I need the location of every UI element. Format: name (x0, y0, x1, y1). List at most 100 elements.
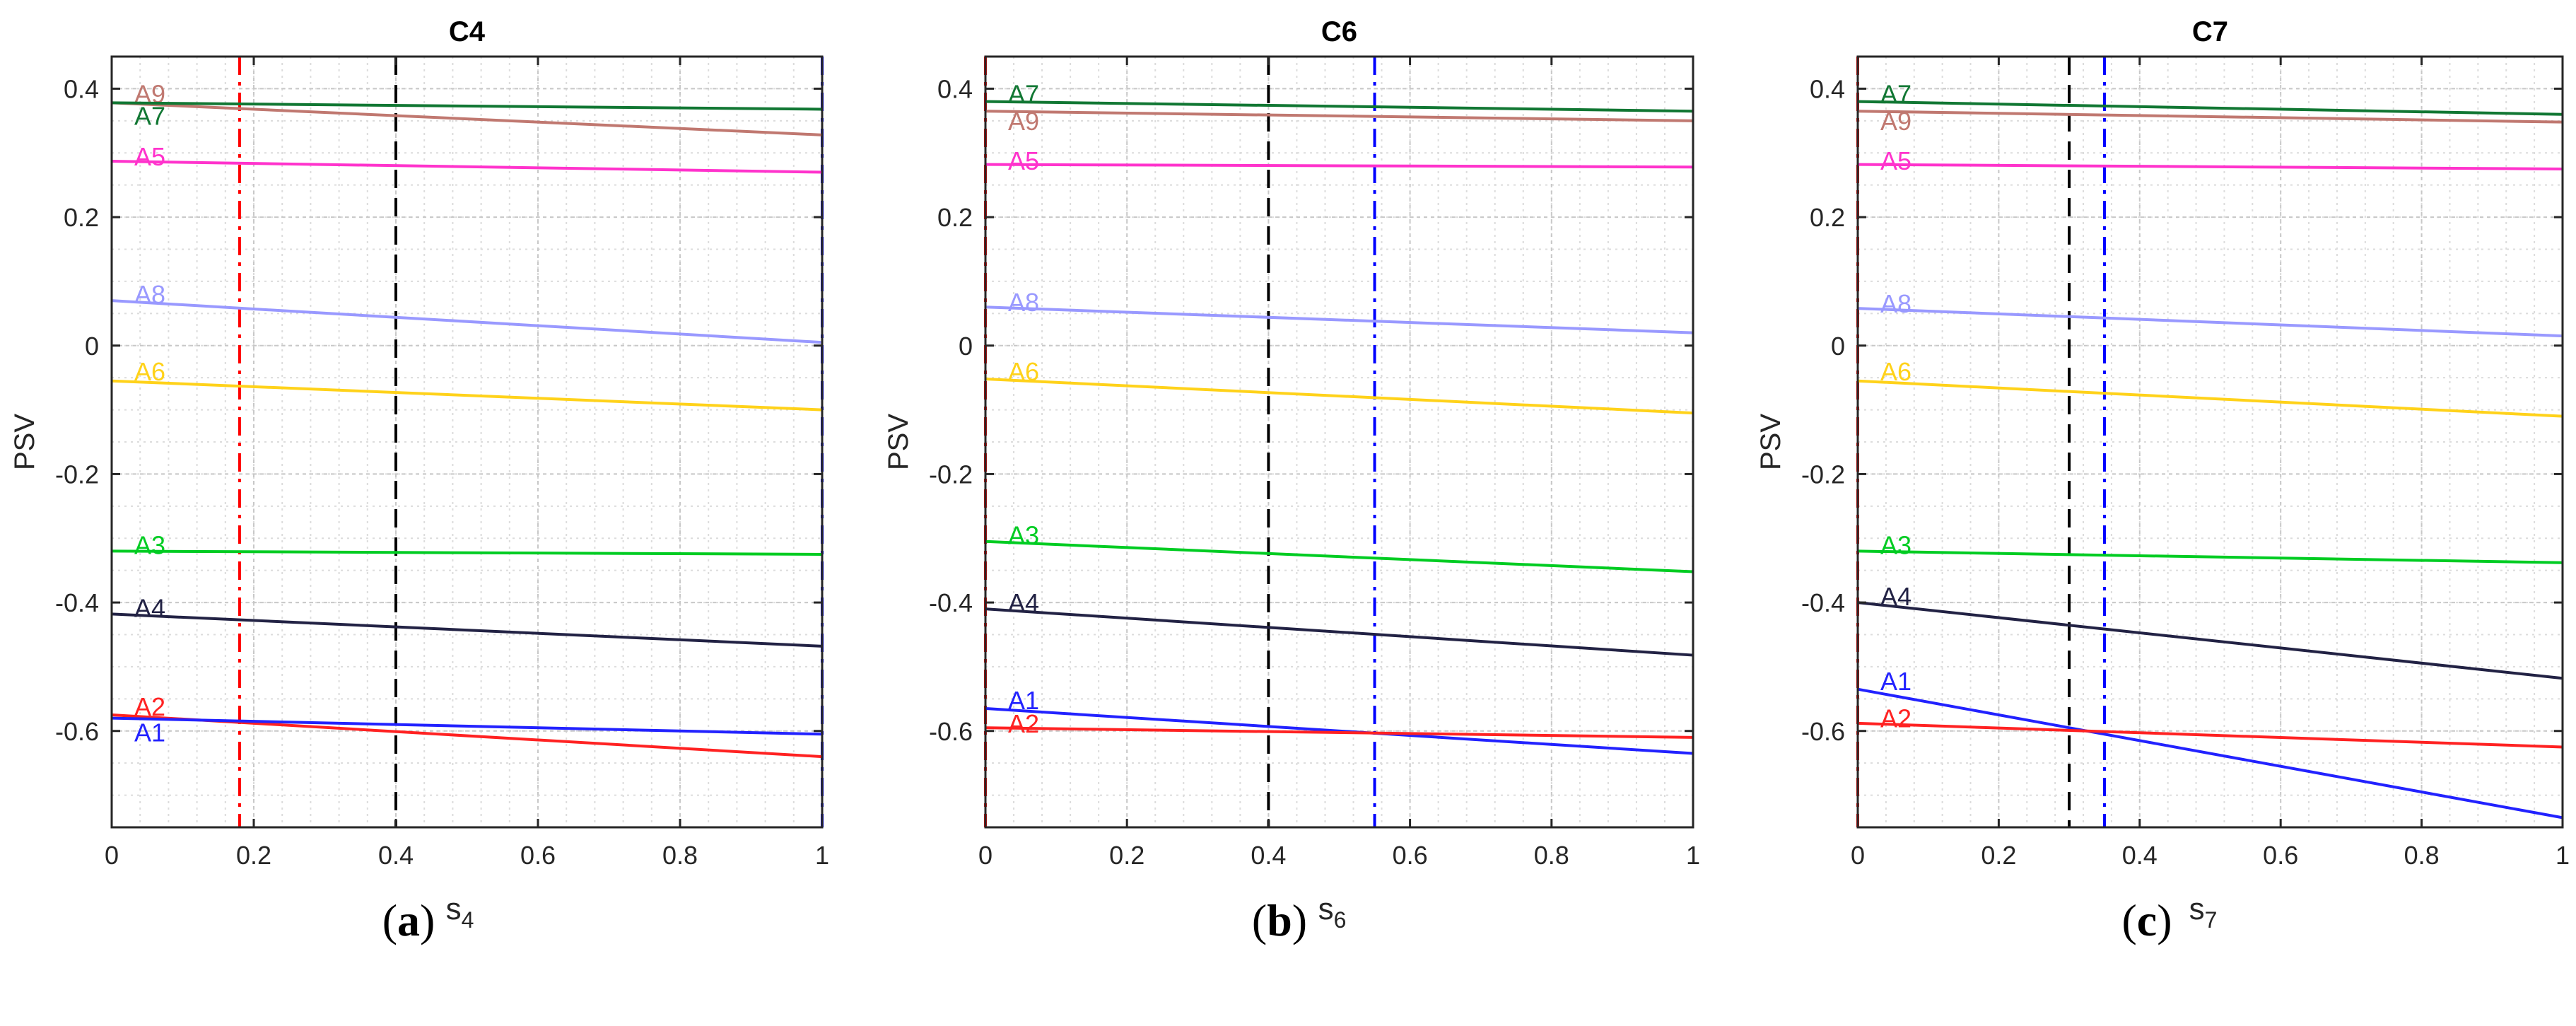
c4-series-a3 (111, 549, 823, 556)
c6-xtick-label: 0.8 (1534, 841, 1569, 870)
c4-label-a8: A8 (134, 280, 165, 309)
c4-xtick-label: 0.8 (662, 841, 698, 870)
c7-ylabel: PSV (1755, 414, 1786, 470)
c7-ytick-label: 0.4 (1810, 74, 1845, 103)
c6-label-a5: A5 (1008, 146, 1039, 175)
c4-ylabel: PSV (9, 414, 40, 470)
c6-series-a8 (985, 305, 1694, 334)
c6-label-a4: A4 (1008, 588, 1039, 617)
c6-series-a1 (985, 706, 1694, 755)
c4-plot-area (112, 57, 822, 827)
c7-label-a6: A6 (1880, 357, 1911, 386)
c4-series-a9 (111, 101, 823, 136)
c4-label-a6: A6 (134, 357, 165, 386)
c4-series-a6 (111, 379, 823, 412)
c4-series-a5 (111, 160, 823, 174)
c6-title: C6 (1321, 16, 1357, 47)
c6-ytick-label: -0.2 (929, 460, 973, 489)
c4-label-a1: A1 (134, 718, 165, 747)
c4-label-a7: A7 (134, 102, 165, 131)
c6-xtick-label: 0.4 (1251, 841, 1286, 870)
c6-series-a2 (985, 726, 1694, 739)
c7-series-a6 (1857, 379, 2563, 418)
c4-ytick-label: -0.2 (55, 460, 99, 489)
c7-label-a8: A8 (1880, 289, 1911, 318)
c4-ytick-label: 0 (85, 332, 99, 361)
c4-xtick-label: 0 (105, 841, 119, 870)
c4-series-a8 (111, 299, 823, 344)
c7-ytick-label: -0.4 (1801, 588, 1845, 617)
c7-label-a1: A1 (1880, 667, 1911, 696)
c7-xtick-label: 1 (2555, 841, 2570, 870)
caption-a: (a) (382, 895, 435, 945)
c7-label-a5: A5 (1880, 146, 1911, 175)
c7-ytick-label: -0.6 (1801, 717, 1845, 746)
c7-series-a5 (1857, 163, 2563, 170)
c7-series-a8 (1857, 307, 2563, 338)
c4-series-a4 (111, 612, 823, 648)
c6-axes-box (984, 55, 1694, 829)
c4-xtick-label: 0.4 (378, 841, 414, 870)
c6-xtick-label: 0 (978, 841, 993, 870)
c6-ytick-label: 0 (959, 332, 973, 361)
c7-label-a4: A4 (1880, 582, 1911, 611)
c6-xtick-label: 0.6 (1393, 841, 1428, 870)
c4-xtick-label: 0.6 (520, 841, 556, 870)
c6-xlabel-sub: 6 (1334, 907, 1347, 933)
c7-xtick-label: 0.6 (2263, 841, 2298, 870)
c6-label-a8: A8 (1008, 288, 1039, 317)
c7-xlabel-base: s (2189, 892, 2205, 926)
c7-ytick-label: 0 (1831, 332, 1845, 361)
c7-label-a7: A7 (1880, 80, 1911, 109)
c7-series-a3 (1857, 549, 2563, 564)
c7-xtick-label: 0.4 (2122, 841, 2158, 870)
c6-series-a7 (985, 100, 1694, 113)
c6-label-a1: A1 (1008, 686, 1039, 715)
c4-axes-box (110, 55, 824, 829)
c7-axes-box (1856, 55, 2564, 829)
c6-xlabel: s6 (1318, 892, 1347, 933)
c4-label-a4: A4 (134, 593, 165, 622)
c4-series-a1 (111, 716, 823, 736)
c6-label-a7: A7 (1008, 80, 1039, 109)
c7-xtick-label: 0.2 (1981, 841, 2016, 870)
c6-xtick-label: 1 (1686, 841, 1700, 870)
c4-ytick-label: -0.6 (55, 717, 99, 746)
c7-title: C7 (2192, 16, 2228, 47)
c7-series-a2 (1857, 721, 2563, 749)
c6-ytick-label: -0.4 (929, 588, 973, 617)
c7-xtick-label: 0.8 (2404, 841, 2440, 870)
c4-ytick-label: -0.4 (55, 588, 99, 617)
c4-xlabel-sub: 4 (462, 907, 474, 933)
c6-label-a9: A9 (1008, 107, 1039, 136)
c7-xtick-label: 0 (1851, 841, 1865, 870)
c4-title: C4 (449, 16, 486, 47)
c6-xlabel-base: s (1318, 892, 1334, 926)
c4-xtick-label: 0.2 (236, 841, 271, 870)
c7-series-a9 (1857, 110, 2563, 124)
c7-series-a1 (1857, 687, 2563, 820)
c6-label-a2: A2 (1008, 709, 1039, 738)
c4-label-a2: A2 (134, 692, 165, 721)
c7-xlabel-sub: 7 (2205, 907, 2218, 933)
c4-xlabel: s4 (446, 892, 474, 933)
c6-series-a5 (985, 163, 1694, 169)
c7-label-a9: A9 (1880, 107, 1911, 136)
caption-a-letter: a (397, 895, 420, 945)
c7-ytick-label: 0.2 (1810, 203, 1845, 232)
c6-ytick-label: 0.2 (937, 203, 973, 232)
caption-c-letter: c (2136, 895, 2158, 945)
c6-series-a6 (985, 377, 1694, 415)
c7-series-a4 (1857, 601, 2563, 680)
c4-label-a3: A3 (134, 530, 165, 559)
c4-ytick-label: 0.2 (64, 203, 99, 232)
c4-xtick-label: 1 (815, 841, 829, 870)
c7-label-a2: A2 (1880, 704, 1911, 733)
c4-ytick-label: 0.4 (64, 74, 99, 103)
c7-label-a3: A3 (1880, 530, 1911, 559)
c6-label-a3: A3 (1008, 521, 1039, 550)
c6-ytick-label: 0.4 (937, 74, 973, 103)
